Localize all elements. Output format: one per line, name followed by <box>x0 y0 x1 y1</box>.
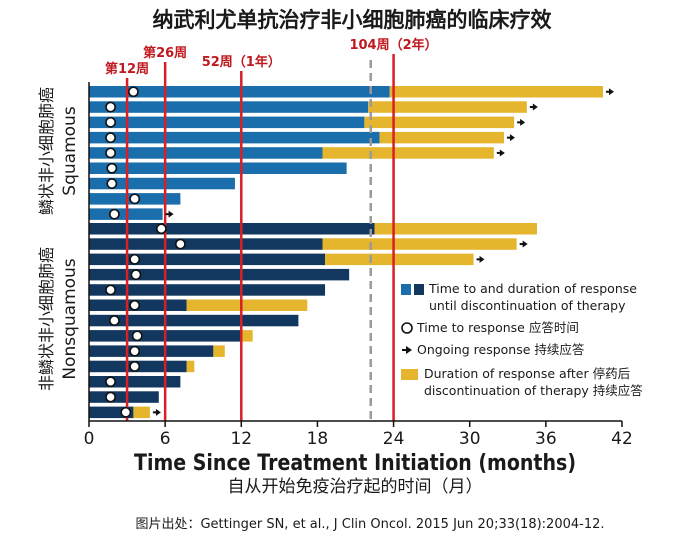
response-time-marker <box>105 116 116 128</box>
group-label-cn: 非鳞状非小细胞肺癌 <box>37 247 56 391</box>
post-discontinuation-bar <box>322 238 517 250</box>
source-citation: 图片出处：Gettinger SN, et al., J Clin Oncol.… <box>135 517 604 532</box>
response-bar <box>89 406 134 419</box>
legend-text: until discontinuation of therapy <box>429 298 626 313</box>
response-bar <box>89 345 214 357</box>
ongoing-arrow-icon <box>155 408 161 416</box>
milestone-label: 52周（1年） <box>202 54 281 70</box>
response-time-marker <box>108 208 120 220</box>
ongoing-arrow-icon <box>168 210 174 218</box>
ongoing-arrow-icon <box>509 134 515 142</box>
post-discontinuation-bar <box>364 116 515 129</box>
response-bar <box>89 391 159 403</box>
milestone-label: 第12周 <box>105 61 149 77</box>
response-bar <box>89 284 326 296</box>
legend-swatch-nonsquamous <box>414 284 424 295</box>
response-bar <box>89 376 181 388</box>
ongoing-arrow-icon <box>608 88 614 96</box>
response-time-marker <box>105 376 116 388</box>
response-time-marker <box>155 223 167 235</box>
response-time-marker <box>105 147 116 159</box>
response-time-marker <box>129 193 141 205</box>
response-time-marker <box>105 101 116 113</box>
group-label-en: Squamous <box>60 106 80 196</box>
legend-text: Time to response 应答时间 <box>416 320 579 335</box>
post-discontinuation-bar <box>374 223 537 235</box>
axes-layer: 鳞状非小细胞肺癌 Squamous 非鳞状非小细胞肺癌 Nonsquamous 0 6 12… <box>37 82 633 449</box>
x-axis-label: Time Since Treatment Initiation (months) <box>134 451 576 476</box>
legend-circle-icon <box>401 322 413 334</box>
response-time-marker <box>108 315 120 326</box>
post-discontinuation-bar <box>368 101 527 113</box>
response-bar <box>89 253 326 266</box>
post-discontinuation-bar <box>322 147 494 159</box>
response-time-marker <box>129 299 141 311</box>
response-bar <box>89 223 375 235</box>
x-tick-label: 36 <box>535 429 557 449</box>
post-discontinuation-bar <box>241 330 253 342</box>
ongoing-arrow-icon <box>499 149 505 157</box>
ongoing-arrow-icon <box>532 103 538 111</box>
response-bar <box>89 208 163 220</box>
response-time-marker <box>106 162 118 174</box>
x-tick-label: 42 <box>611 429 633 449</box>
x-axis-label-cn: 自从开始免疫治疗起的时间（月） <box>228 477 483 497</box>
x-tick-label: 30 <box>459 429 481 449</box>
response-time-marker <box>129 253 141 265</box>
response-bar <box>89 86 390 98</box>
milestone-label: 104周（2年） <box>349 37 437 53</box>
ongoing-arrow-icon <box>522 240 528 248</box>
x-tick-label: 6 <box>160 429 171 449</box>
legend: Time to and duration of response until di… <box>401 281 643 398</box>
markers-layer <box>105 86 614 418</box>
chart-title: 纳武利尤单抗治疗非小细胞肺癌的临床疗效 <box>153 8 552 32</box>
response-time-marker <box>105 391 116 403</box>
response-time-marker <box>131 330 143 342</box>
post-discontinuation-bar <box>389 86 603 98</box>
post-discontinuation-bar <box>186 299 308 311</box>
response-bar <box>89 116 365 129</box>
x-tick-label: 24 <box>383 429 405 449</box>
post-discontinuation-bar <box>213 345 225 357</box>
legend-swatch-squamous <box>401 284 411 295</box>
response-bar <box>89 177 235 190</box>
legend-text: discontinuation of therapy 持续应答 <box>424 383 643 398</box>
response-time-marker <box>120 406 132 418</box>
x-tick-label: 0 <box>84 429 95 449</box>
ongoing-arrow-icon <box>520 118 526 126</box>
response-bar <box>89 238 323 250</box>
ongoing-arrow-icon <box>479 255 485 263</box>
legend-text: Duration of response after 停药后 <box>424 366 630 381</box>
response-time-marker <box>129 345 141 357</box>
legend-swatch-gold <box>401 369 418 380</box>
response-bar <box>89 147 323 159</box>
response-time-marker <box>130 269 142 281</box>
post-discontinuation-bar <box>186 360 195 373</box>
post-discontinuation-bar <box>133 406 150 419</box>
response-time-marker <box>174 238 186 250</box>
response-time-marker <box>105 132 116 144</box>
response-time-marker <box>129 361 141 372</box>
group-label-en: Nonsquamous <box>60 258 80 379</box>
response-time-marker <box>106 178 118 189</box>
legend-text: Time to and duration of response <box>428 281 637 296</box>
response-bar <box>89 101 369 113</box>
legend-arrow-icon <box>406 346 412 354</box>
post-discontinuation-bar <box>379 131 504 144</box>
response-bar <box>89 314 299 327</box>
group-label-cn: 鳞状非小细胞肺癌 <box>37 87 56 215</box>
legend-text: Ongoing response 持续应答 <box>417 342 585 357</box>
response-bar <box>89 131 380 144</box>
response-bar <box>89 162 347 174</box>
response-time-marker <box>128 86 139 98</box>
post-discontinuation-bar <box>325 253 474 266</box>
x-tick-label: 12 <box>230 429 252 449</box>
milestone-label: 第26周 <box>143 45 187 61</box>
response-time-marker <box>105 284 116 296</box>
x-tick-label: 18 <box>307 429 329 449</box>
response-bar <box>89 268 350 281</box>
